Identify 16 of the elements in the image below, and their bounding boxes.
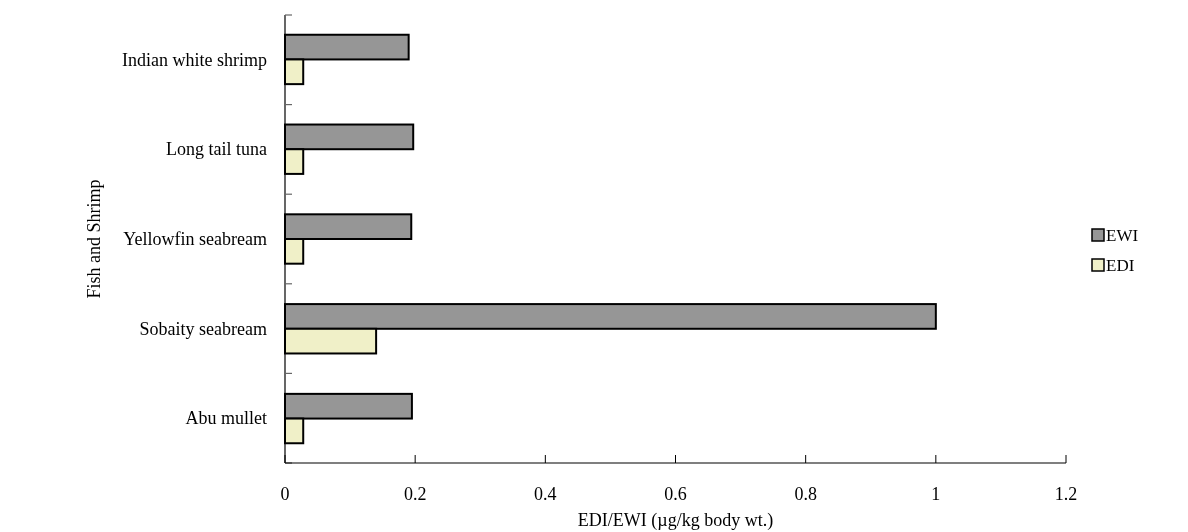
x-tick-label: 1.2 [1054, 484, 1078, 504]
y-tick-label: Yellowfin seabream [123, 229, 267, 249]
y-tick-label: Long tail tuna [166, 139, 267, 160]
x-tick-label: 0.6 [664, 484, 687, 504]
y-tick-label: Sobaity seabream [139, 318, 267, 339]
x-tick-label: 0.8 [794, 484, 817, 504]
y-axis-title: Fish and Shrimp [84, 179, 104, 299]
x-tick-label: 0 [280, 484, 290, 504]
x-tick-label: 0.4 [534, 484, 557, 504]
y-tick-label: Indian white shrimp [122, 49, 267, 70]
legend-label: EDI [1106, 256, 1135, 275]
legend-label: EWI [1106, 226, 1139, 245]
x-tick-label: 1 [931, 484, 941, 504]
x-axis-title: EDI/EWI (µg/kg body wt.) [577, 510, 774, 531]
y-tick-label: Abu mullet [185, 408, 267, 429]
x-tick-label: 0.2 [403, 484, 427, 504]
